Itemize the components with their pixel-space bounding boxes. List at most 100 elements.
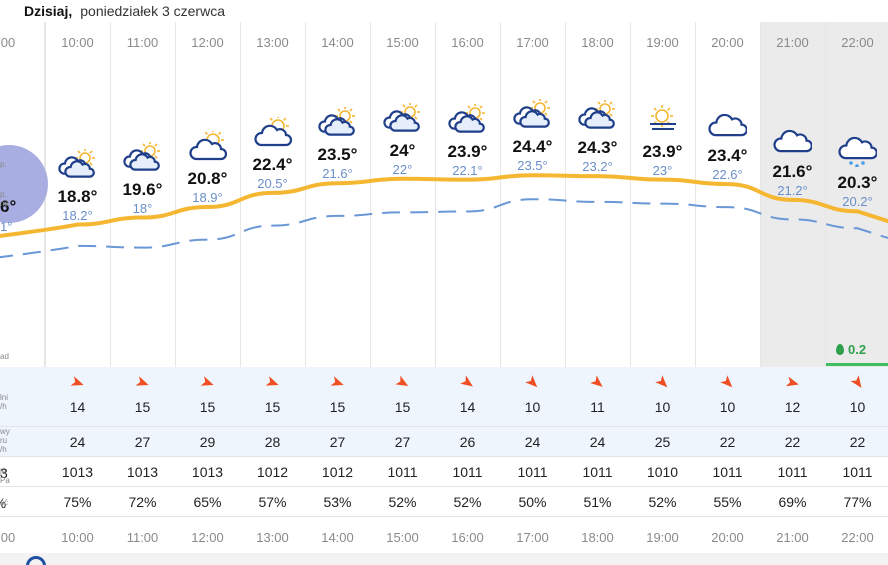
partial-feel: 1° (0, 219, 13, 234)
date-label: poniedziałek 3 czerwca (80, 3, 225, 19)
hour-column (565, 22, 630, 367)
partly-cloudy-icon (447, 102, 487, 136)
wind-direction-icon (760, 376, 825, 393)
hour-time-bottom: 10:00 (61, 530, 94, 545)
sun-behind-cloud-icon (187, 128, 228, 163)
wind-speed: 12 (784, 399, 801, 415)
hour-time-top: 11:00 (126, 35, 159, 50)
wind-speed: 10 (654, 399, 671, 415)
wind-gusts: 29 (199, 434, 216, 450)
side-label: p. (0, 190, 7, 199)
side-label: Pa (0, 476, 10, 485)
hour-time-bottom: 18:00 (581, 530, 614, 545)
hour-column (630, 22, 695, 367)
humidity: 51% (583, 494, 612, 510)
hour-time-bottom: 12:00 (191, 530, 224, 545)
humidity: 75% (63, 494, 92, 510)
humidity: 65% (193, 494, 222, 510)
side-label: je (0, 467, 7, 476)
humidity: 55% (713, 494, 742, 510)
hour-column (370, 22, 435, 367)
partly-cloudy-icon (122, 140, 162, 174)
hour-time-top: 14:00 (321, 35, 354, 50)
hour-feels-like: 18° (132, 200, 153, 216)
side-label: na (0, 199, 9, 208)
partial-time-bottom: 00 (0, 530, 16, 545)
wind-direction-icon (825, 375, 888, 393)
hour-feels-like: 22° (392, 161, 413, 177)
wind-gusts: 26 (459, 434, 476, 450)
pressure: 1011 (387, 464, 418, 480)
partial-humidity: % (0, 495, 20, 511)
hour-column (500, 22, 565, 367)
wind-speed: 14 (69, 399, 86, 415)
pressure: 1013 (61, 464, 94, 480)
hour-feels-like: 23.5° (517, 158, 548, 174)
hour-temperature: 18.8° (57, 186, 98, 206)
humidity: 72% (128, 494, 157, 510)
pressure: 1011 (712, 464, 743, 480)
wind-direction-icon (630, 375, 695, 393)
wind-speed: 10 (849, 399, 866, 415)
hour-feels-like: 22.1° (452, 162, 483, 178)
wind-speed: 15 (199, 399, 216, 415)
footer-strip (0, 553, 888, 565)
hour-temperature: 19.6° (122, 179, 163, 199)
hour-feels-like: 18.2° (62, 207, 93, 223)
hour-time-bottom: 11:00 (126, 530, 159, 545)
hour-feels-like: 18.9° (192, 189, 223, 205)
hour-temperature: 24.4° (512, 137, 553, 157)
humidity: 50% (518, 494, 547, 510)
hour-column (240, 22, 305, 367)
hour-time-bottom: 14:00 (321, 530, 354, 545)
wind-direction-icon (45, 376, 110, 393)
hour-time-top: 15:00 (386, 35, 419, 50)
humidity: 53% (323, 494, 352, 510)
wind-gusts: 22 (719, 434, 736, 450)
hour-temperature: 24.3° (577, 138, 618, 158)
hour-temperature: 23.4° (707, 146, 748, 166)
partly-cloudy-icon (317, 106, 357, 139)
row-separator (0, 426, 888, 427)
wind-gusts: 22 (849, 434, 866, 450)
humidity: 77% (843, 494, 872, 510)
sun-behind-cloud-icon (252, 114, 293, 149)
side-label: p. (0, 160, 7, 169)
hour-column (695, 22, 760, 367)
hour-feels-like: 20.2° (842, 194, 873, 210)
wind-speed: 15 (134, 399, 151, 415)
wind-speed: 15 (329, 399, 346, 415)
wind-gusts: 24 (69, 434, 86, 450)
pressure: 1012 (256, 464, 289, 480)
hour-time-bottom: 13:00 (256, 530, 289, 545)
hour-feels-like: 23.2° (582, 159, 613, 175)
pressure: 1011 (452, 464, 483, 480)
hour-time-top: 17:00 (516, 35, 549, 50)
wind-direction-icon (435, 375, 500, 393)
partial-temp: 6° (0, 197, 17, 216)
wind-speed: 15 (264, 399, 281, 415)
hour-temperature: 23.9° (642, 141, 683, 161)
wind-direction-icon (370, 375, 435, 393)
wind-direction-icon (565, 375, 630, 393)
humidity: 69% (778, 494, 807, 510)
hour-temperature: 24° (389, 140, 416, 160)
wind-gusts: 25 (654, 434, 671, 450)
pressure: 1011 (777, 464, 808, 480)
partly-cloudy-icon (382, 101, 422, 135)
wind-direction-icon (175, 376, 240, 393)
humidity: 57% (258, 494, 287, 510)
side-label: ru (0, 436, 8, 445)
sun-haze-icon (642, 104, 682, 136)
partly-cloudy-icon (512, 98, 552, 131)
pressure: 1013 (191, 464, 224, 480)
humidity: 52% (453, 494, 482, 510)
cloud-rain-icon (837, 135, 878, 169)
hour-feels-like: 20.5° (257, 175, 288, 191)
hour-time-bottom: 22:00 (841, 530, 874, 545)
hour-time-top: 16:00 (451, 35, 484, 50)
wind-gusts: 24 (589, 434, 606, 450)
precipitation-value: 0.2 (848, 342, 867, 357)
wind-speed: 10 (719, 399, 736, 415)
humidity: 52% (388, 494, 417, 510)
